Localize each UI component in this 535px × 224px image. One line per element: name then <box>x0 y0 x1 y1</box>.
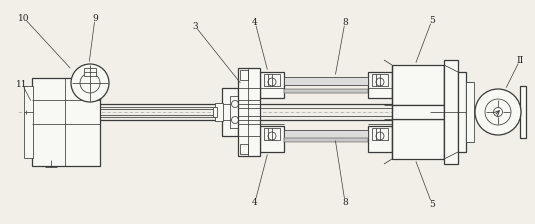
Bar <box>368 72 392 98</box>
Bar <box>84 68 96 76</box>
Bar <box>230 96 240 128</box>
Bar <box>264 74 280 86</box>
Bar <box>466 82 474 142</box>
Bar <box>238 68 260 156</box>
Bar <box>284 138 368 142</box>
Text: 8: 8 <box>342 198 348 207</box>
Text: 9: 9 <box>92 13 98 22</box>
Bar <box>392 65 444 105</box>
Bar <box>240 144 248 154</box>
Text: 10: 10 <box>18 13 30 22</box>
Bar <box>222 88 238 136</box>
Bar <box>32 78 100 166</box>
Text: 3: 3 <box>192 22 198 30</box>
Text: 5: 5 <box>429 200 435 209</box>
Bar <box>520 86 526 138</box>
Bar <box>260 126 284 152</box>
Bar <box>240 70 248 80</box>
Bar <box>213 107 217 117</box>
Bar <box>284 89 368 93</box>
Circle shape <box>71 64 109 102</box>
Text: 4: 4 <box>252 198 258 207</box>
Bar <box>372 128 388 140</box>
Bar <box>368 126 392 152</box>
Bar <box>82 78 100 100</box>
Text: 8: 8 <box>342 17 348 26</box>
Bar <box>215 103 223 121</box>
Bar <box>444 60 458 164</box>
Bar <box>24 86 33 158</box>
Bar <box>284 77 368 85</box>
Text: II: II <box>516 56 524 65</box>
Bar <box>392 119 444 159</box>
Text: 5: 5 <box>429 15 435 24</box>
Text: 4: 4 <box>252 17 258 26</box>
Bar <box>264 128 280 140</box>
Circle shape <box>475 89 521 135</box>
Bar <box>466 82 472 142</box>
Bar <box>458 72 466 152</box>
Bar <box>392 105 444 119</box>
Text: 11: 11 <box>16 80 28 88</box>
Bar <box>372 74 388 86</box>
Bar <box>284 130 368 138</box>
Bar <box>260 72 284 98</box>
